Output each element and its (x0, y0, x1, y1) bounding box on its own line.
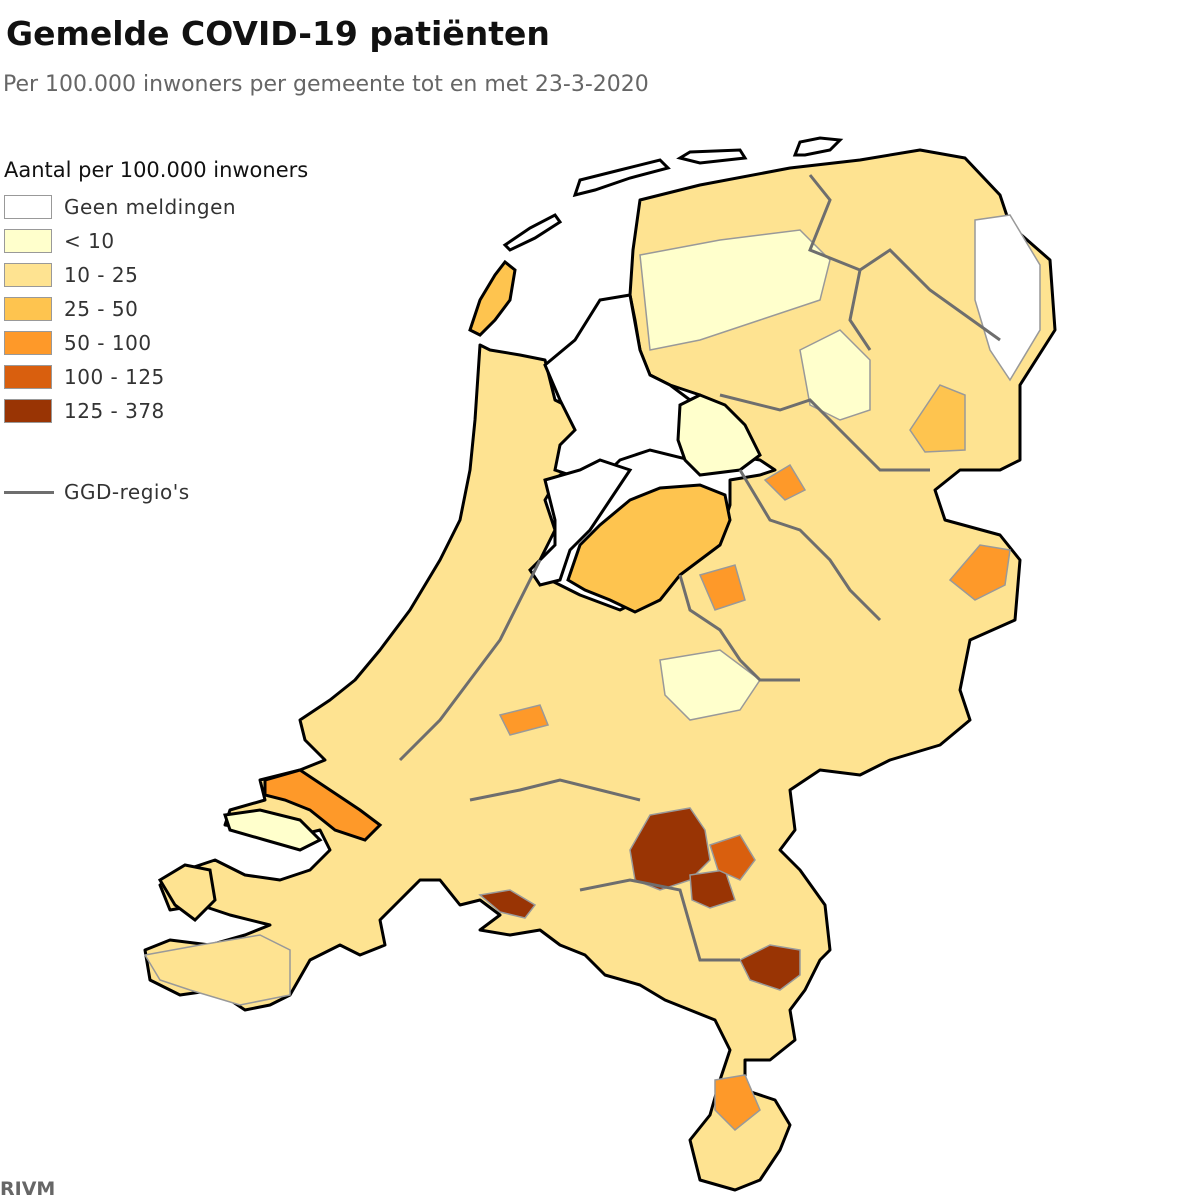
region-friesland-center (799, 329, 871, 421)
terschelling (572, 158, 671, 198)
legend-swatch (4, 263, 52, 287)
legend-label: Geen meldingen (64, 195, 237, 219)
legend-swatch (4, 229, 52, 253)
region-veluwe (659, 649, 762, 721)
legend-label: 10 - 25 (64, 263, 139, 287)
legend-label: 125 - 378 (64, 399, 165, 423)
page-subtitle: Per 100.000 inwoners per gemeente tot en… (3, 72, 649, 97)
legend-item-lt10: < 10 (4, 224, 308, 258)
legend-label: < 10 (64, 229, 115, 253)
region-limburg-north (738, 944, 801, 991)
legend-item-25-50: 25 - 50 (4, 292, 308, 326)
texel (468, 259, 517, 337)
legend-label: 50 - 100 (64, 331, 152, 355)
noordoostpolder (676, 393, 762, 477)
legend-label: 25 - 50 (64, 297, 139, 321)
legend-item-50-100: 50 - 100 (4, 326, 308, 360)
region-drenthe-south (909, 384, 966, 453)
legend-label: 100 - 125 (64, 365, 165, 389)
zeeland-walcheren (157, 863, 217, 922)
legend-ggd-regions: GGD-regio's (4, 480, 190, 504)
legend-swatch (4, 399, 52, 423)
ggd-line-swatch (4, 490, 54, 494)
map-legend: Aantal per 100.000 inwoners Geen melding… (4, 158, 308, 428)
markermeer-water (528, 458, 633, 587)
zeeland-noord-beveland (223, 808, 323, 852)
flevoland (566, 483, 732, 614)
page-title: Gemelde COVID-19 patiënten (6, 14, 550, 53)
region-twente (948, 544, 1011, 601)
region-zeeland-south (143, 934, 291, 1006)
region-zwolle (763, 463, 807, 501)
region-groningen-north (639, 229, 831, 351)
source-credit: RIVM (0, 1178, 56, 1200)
legend-item-100-125: 100 - 125 (4, 360, 308, 394)
region-uden (709, 834, 756, 881)
legend-item-none: Geen meldingen (4, 190, 308, 224)
legend-swatch (4, 297, 52, 321)
region-breda (478, 889, 537, 919)
legend-item-125-378: 125 - 378 (4, 394, 308, 428)
ggd-region-borders (398, 174, 1001, 962)
zeeland-schouwen (263, 768, 383, 842)
region-groningen-east (974, 214, 1041, 382)
legend-item-10-25: 10 - 25 (4, 258, 308, 292)
region-amersfoort (698, 564, 746, 611)
legend-title: Aantal per 100.000 inwoners (4, 158, 309, 182)
legend-swatch (4, 195, 52, 219)
region-limburg-south (714, 1074, 761, 1132)
legend-swatch (4, 365, 52, 389)
ameland (676, 148, 748, 165)
vlieland (502, 213, 563, 252)
legend-swatch (4, 331, 52, 355)
region-utrecht-west (498, 704, 550, 736)
schiermonnikoog (792, 136, 844, 157)
ggd-label: GGD-regio's (64, 480, 190, 504)
